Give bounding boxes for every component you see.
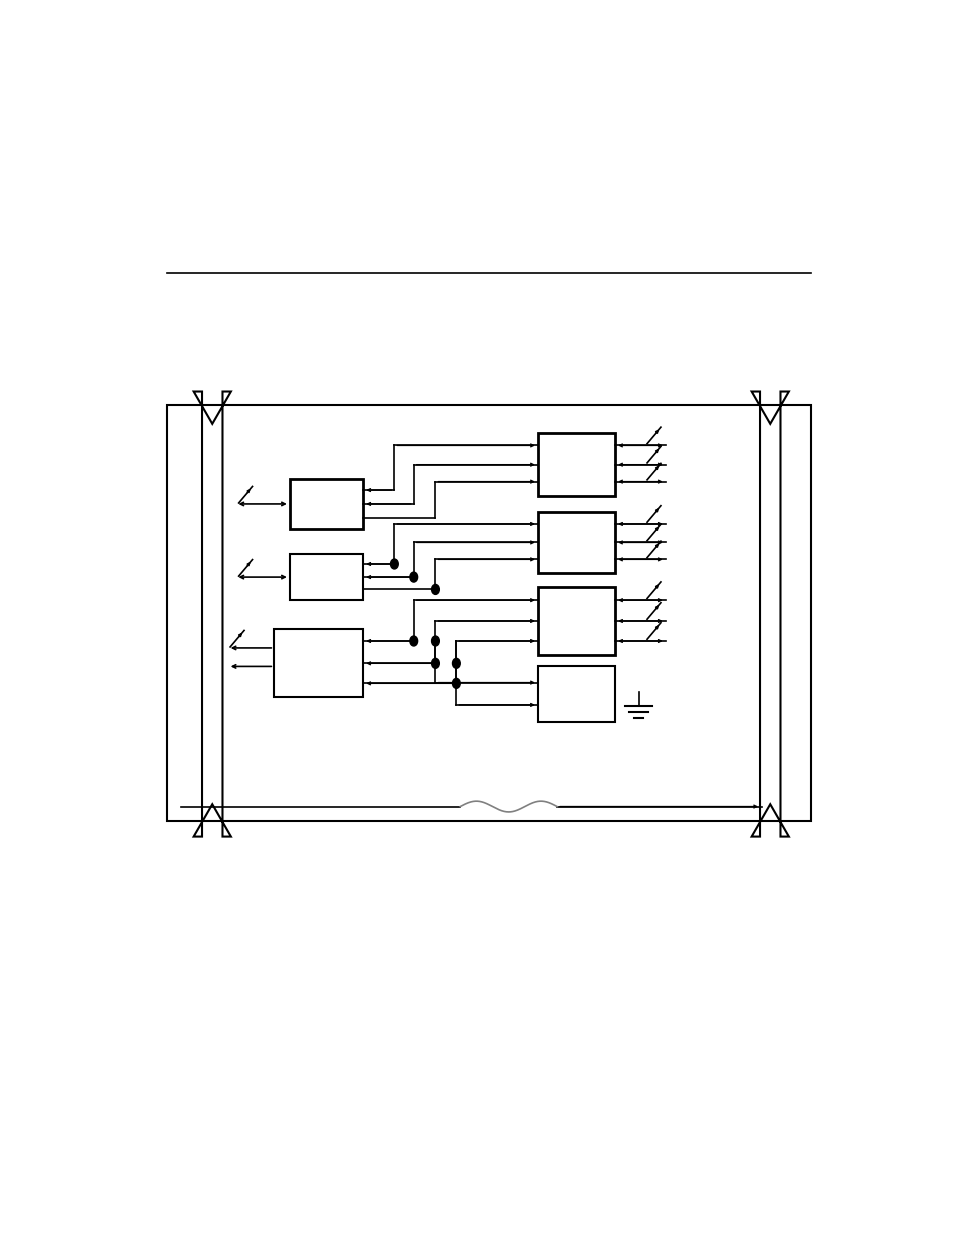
Bar bbox=[290, 555, 363, 600]
Bar bbox=[537, 433, 615, 496]
Bar bbox=[537, 667, 615, 721]
Circle shape bbox=[431, 584, 439, 594]
Bar bbox=[537, 587, 615, 655]
Circle shape bbox=[452, 658, 459, 668]
Circle shape bbox=[452, 678, 459, 688]
Circle shape bbox=[410, 572, 417, 582]
Polygon shape bbox=[193, 391, 231, 836]
Bar bbox=[167, 405, 810, 821]
Circle shape bbox=[410, 636, 417, 646]
Polygon shape bbox=[751, 391, 788, 836]
Bar bbox=[274, 630, 363, 698]
Circle shape bbox=[431, 636, 439, 646]
Circle shape bbox=[431, 658, 439, 668]
Circle shape bbox=[390, 559, 397, 569]
Bar bbox=[290, 479, 363, 530]
Bar bbox=[537, 511, 615, 573]
